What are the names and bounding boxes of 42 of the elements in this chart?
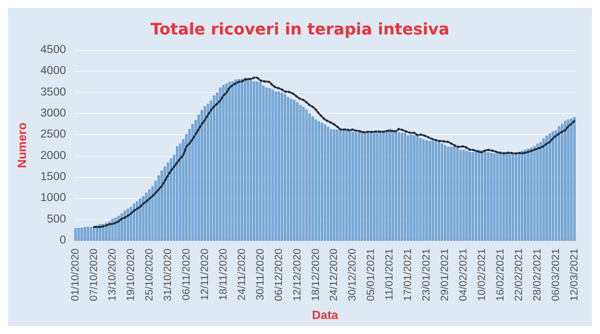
x-tick-label: 12/12/2020 (291, 248, 304, 302)
x-tick-label: 18/12/2020 (310, 248, 322, 302)
x-tick-label: 12/03/2021 (568, 248, 580, 302)
y-tick-label: 2500 (40, 128, 66, 141)
x-tick-label: 28/02/2021 (532, 248, 544, 302)
y-tick-label: 4000 (40, 65, 66, 78)
x-tick-label: 05/01/2021 (365, 248, 378, 302)
x-tick-label: 16/02/2021 (494, 248, 507, 302)
x-tick-label: 06/12/2020 (272, 248, 285, 302)
x-tick-label: 24/12/2020 (328, 248, 340, 302)
chart-title: Totale ricoveri in terapia intesiva (150, 20, 450, 38)
x-tick-label: 17/01/2021 (402, 248, 414, 302)
x-tick-label: 07/10/2020 (88, 248, 100, 302)
x-tick-label: 06/11/2020 (180, 248, 192, 300)
x-tick-label: 04/02/2021 (458, 248, 470, 302)
y-tick-label: 3500 (40, 86, 66, 98)
x-tick-label: 19/10/2020 (124, 248, 137, 302)
y-tick-label: 4500 (40, 44, 66, 56)
y-axis-title: Numero (15, 122, 29, 168)
y-tick-label: 1500 (40, 171, 66, 184)
x-tick-label: 10/02/2021 (476, 248, 488, 302)
x-tick-label: 30/11/2020 (254, 248, 266, 300)
line-series (93, 76, 576, 228)
y-tick-label: 1000 (40, 192, 66, 204)
x-tick-label: 18/11/2020 (217, 248, 230, 300)
x-tick-label: 13/10/2020 (106, 248, 118, 302)
y-tick-label: 0 (60, 234, 66, 247)
y-tick-label: 3000 (40, 108, 66, 120)
x-tick-label: 12/11/2020 (198, 248, 211, 300)
x-tick-label: 23/01/2021 (420, 248, 433, 302)
x-tick-label: 11/01/2021 (384, 248, 396, 300)
x-tick-label: 25/10/2020 (143, 248, 156, 302)
x-tick-label: 30/12/2020 (346, 248, 359, 302)
x-tick-label: 29/01/2021 (439, 248, 452, 302)
x-tick-label: 24/11/2020 (236, 248, 248, 300)
x-axis-title: Data (312, 308, 338, 322)
x-tick-label: 31/10/2020 (162, 248, 174, 302)
y-tick-label: 500 (46, 213, 66, 226)
x-tick-label: 06/03/2021 (550, 248, 562, 302)
x-tick-label: 01/10/2020 (70, 248, 82, 302)
x-tick-label: 22/02/2021 (513, 248, 526, 302)
y-tick-label: 2000 (40, 150, 66, 162)
